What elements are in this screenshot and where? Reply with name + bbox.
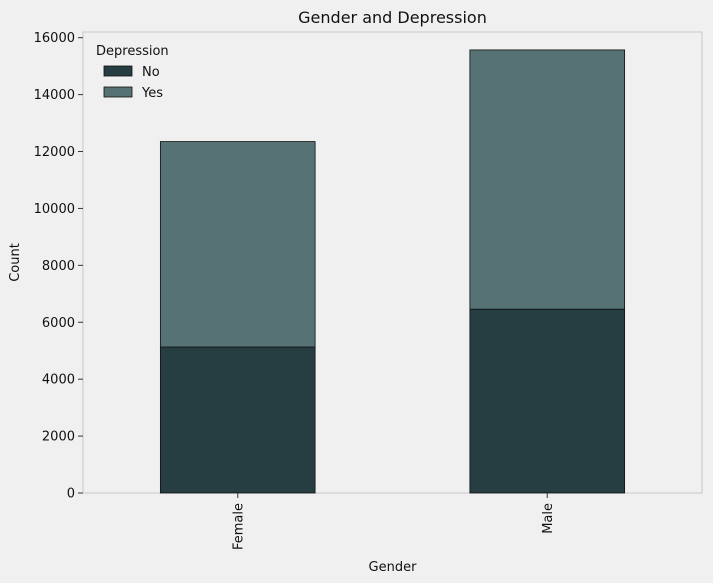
- y-tick-label: 8000: [42, 259, 75, 274]
- bar-yes-male: [469, 49, 626, 310]
- y-tick-label: 0: [67, 487, 75, 502]
- bar-yes-female: [159, 141, 316, 348]
- x-tick-label-male: Male: [541, 503, 556, 534]
- y-tick-label: 10000: [34, 202, 75, 217]
- y-tick-label: 2000: [42, 430, 75, 445]
- y-tick-label: 4000: [42, 373, 75, 388]
- y-axis: 0 2000 4000 6000 8000 10000 12000 14000 16000: [34, 31, 83, 502]
- bar-no-male: [469, 308, 626, 494]
- legend-title: Depression: [96, 44, 169, 59]
- x-axis-title: Gender: [369, 560, 418, 575]
- bar-no-female: [159, 346, 316, 494]
- legend: Depression No Yes: [96, 44, 169, 101]
- legend-label-yes: Yes: [141, 86, 163, 101]
- legend-swatch-no: [103, 65, 133, 77]
- y-tick-label: 14000: [34, 88, 75, 103]
- chart-title: Gender and Depression: [298, 8, 487, 27]
- plot-frame: [82, 31, 703, 494]
- y-tick-label: 16000: [34, 31, 75, 46]
- x-tick-label-female: Female: [231, 503, 246, 550]
- y-axis-title: Count: [8, 243, 23, 282]
- y-tick-label: 6000: [42, 316, 75, 331]
- bars-group: [159, 49, 626, 494]
- legend-swatch-yes: [103, 86, 133, 98]
- y-tick-label: 12000: [34, 145, 75, 160]
- legend-label-no: No: [142, 65, 160, 80]
- x-axis: Female Male: [231, 493, 556, 550]
